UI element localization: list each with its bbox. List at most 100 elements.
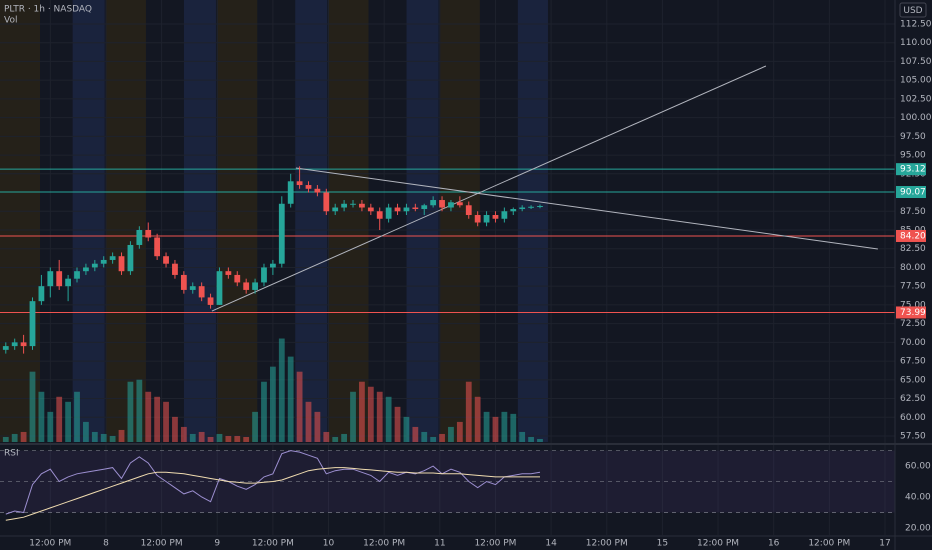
y-tick-label: 95.00 xyxy=(900,151,926,161)
y-tick-label: 87.50 xyxy=(900,207,926,217)
candle-body xyxy=(305,185,312,189)
chart-title: PLTR · 1h · NASDAQ xyxy=(4,5,92,15)
currency-label[interactable]: USD xyxy=(903,6,922,16)
candle-body xyxy=(483,215,490,223)
level-label-box xyxy=(896,186,926,199)
volume-bar xyxy=(189,433,196,442)
currency-box[interactable] xyxy=(899,2,927,18)
x-tick-label: 12:00 PM xyxy=(697,539,739,549)
candle-body xyxy=(376,211,383,219)
candle-body xyxy=(189,286,196,290)
candle-body xyxy=(528,206,534,208)
volume-bar xyxy=(430,436,437,442)
volume-bar xyxy=(20,431,27,442)
candle-body xyxy=(323,192,330,212)
candle-body xyxy=(118,256,125,272)
y-tick-label: 110.00 xyxy=(900,38,932,48)
volume-bar xyxy=(11,433,18,442)
volume-bar xyxy=(100,433,107,442)
candle-body xyxy=(448,202,454,208)
candle-body xyxy=(243,282,250,290)
volume-bar xyxy=(412,426,419,442)
candle-body xyxy=(109,256,116,260)
candle-body xyxy=(2,346,9,350)
volume-bar xyxy=(127,381,134,442)
volume-bar xyxy=(136,379,143,442)
y-tick-label: 105.00 xyxy=(900,76,932,86)
volume-bar xyxy=(65,401,72,442)
volume-bar xyxy=(172,416,178,442)
volume-bar xyxy=(403,416,410,442)
candle-body xyxy=(11,342,18,347)
level-label-box xyxy=(896,306,926,319)
candle-body xyxy=(29,301,36,347)
level-label: 84.20 xyxy=(900,231,926,241)
x-tick-label: 12:00 PM xyxy=(363,539,405,549)
trend-line xyxy=(211,65,767,312)
volume-bar xyxy=(448,426,454,442)
volume-bar xyxy=(91,431,98,442)
y-tick-label: 82.50 xyxy=(900,244,926,254)
volume-bar xyxy=(474,396,481,442)
candle-body xyxy=(492,215,499,219)
y-tick-label: 112.50 xyxy=(900,19,932,29)
x-tick-label: 14 xyxy=(545,539,557,549)
volume-bar xyxy=(47,411,54,442)
level-label: 93.12 xyxy=(900,165,926,175)
volume-label: Vol xyxy=(4,16,17,26)
y-tick-label: 97.50 xyxy=(900,132,926,142)
volume-bar xyxy=(38,391,45,442)
x-tick-label: 15 xyxy=(657,539,668,549)
x-tick-label: 12:00 PM xyxy=(141,539,183,549)
volume-bar xyxy=(243,436,250,442)
candle-body xyxy=(456,202,463,206)
session-post xyxy=(183,0,216,442)
candle-body xyxy=(172,263,178,275)
y-tick-label: 57.50 xyxy=(900,432,926,442)
candle-body xyxy=(65,278,72,287)
x-tick-label: 17 xyxy=(879,539,890,549)
volume-bar xyxy=(269,366,276,442)
candle-body xyxy=(367,207,374,212)
candle-body xyxy=(83,267,89,272)
x-tick-label: 8 xyxy=(103,539,109,549)
candle-body xyxy=(91,263,98,268)
volume-bar xyxy=(465,381,472,442)
candle-body xyxy=(403,207,410,212)
x-tick-label: 16 xyxy=(768,539,780,549)
candle-body xyxy=(474,215,481,223)
session-pre xyxy=(439,0,480,442)
rsi-ma-line xyxy=(5,467,540,521)
y-tick-label: 67.50 xyxy=(900,357,926,367)
y-tick-label: 70.00 xyxy=(900,338,926,348)
volume-bar xyxy=(198,431,205,442)
volume-bar xyxy=(528,436,534,442)
session-pre xyxy=(0,0,40,442)
candle-body xyxy=(216,271,223,305)
session-post xyxy=(406,0,439,442)
grid xyxy=(0,0,895,535)
volume-bar xyxy=(323,431,330,442)
x-tick-label: 12:00 PM xyxy=(29,539,71,549)
candle-body xyxy=(20,342,27,347)
volume-bar xyxy=(83,421,89,442)
candle-body xyxy=(278,203,285,264)
candle-body xyxy=(412,207,419,210)
candle-body xyxy=(537,206,543,208)
y-tick-label: 77.50 xyxy=(900,282,926,292)
candle-body xyxy=(136,229,143,245)
level-label: 73.99 xyxy=(900,308,926,318)
volume-bar xyxy=(2,436,9,442)
candle-body xyxy=(296,181,303,186)
volume-bar xyxy=(261,381,267,442)
volume-bar xyxy=(314,411,321,442)
volume-bar xyxy=(74,391,80,442)
x-tick-label: 9 xyxy=(214,539,220,549)
volume-bar xyxy=(145,391,152,442)
volume-bar xyxy=(359,381,365,442)
volume-bar xyxy=(109,435,116,442)
candle-body xyxy=(47,271,54,287)
volume-bar xyxy=(350,391,356,442)
volume-bar xyxy=(296,371,303,442)
